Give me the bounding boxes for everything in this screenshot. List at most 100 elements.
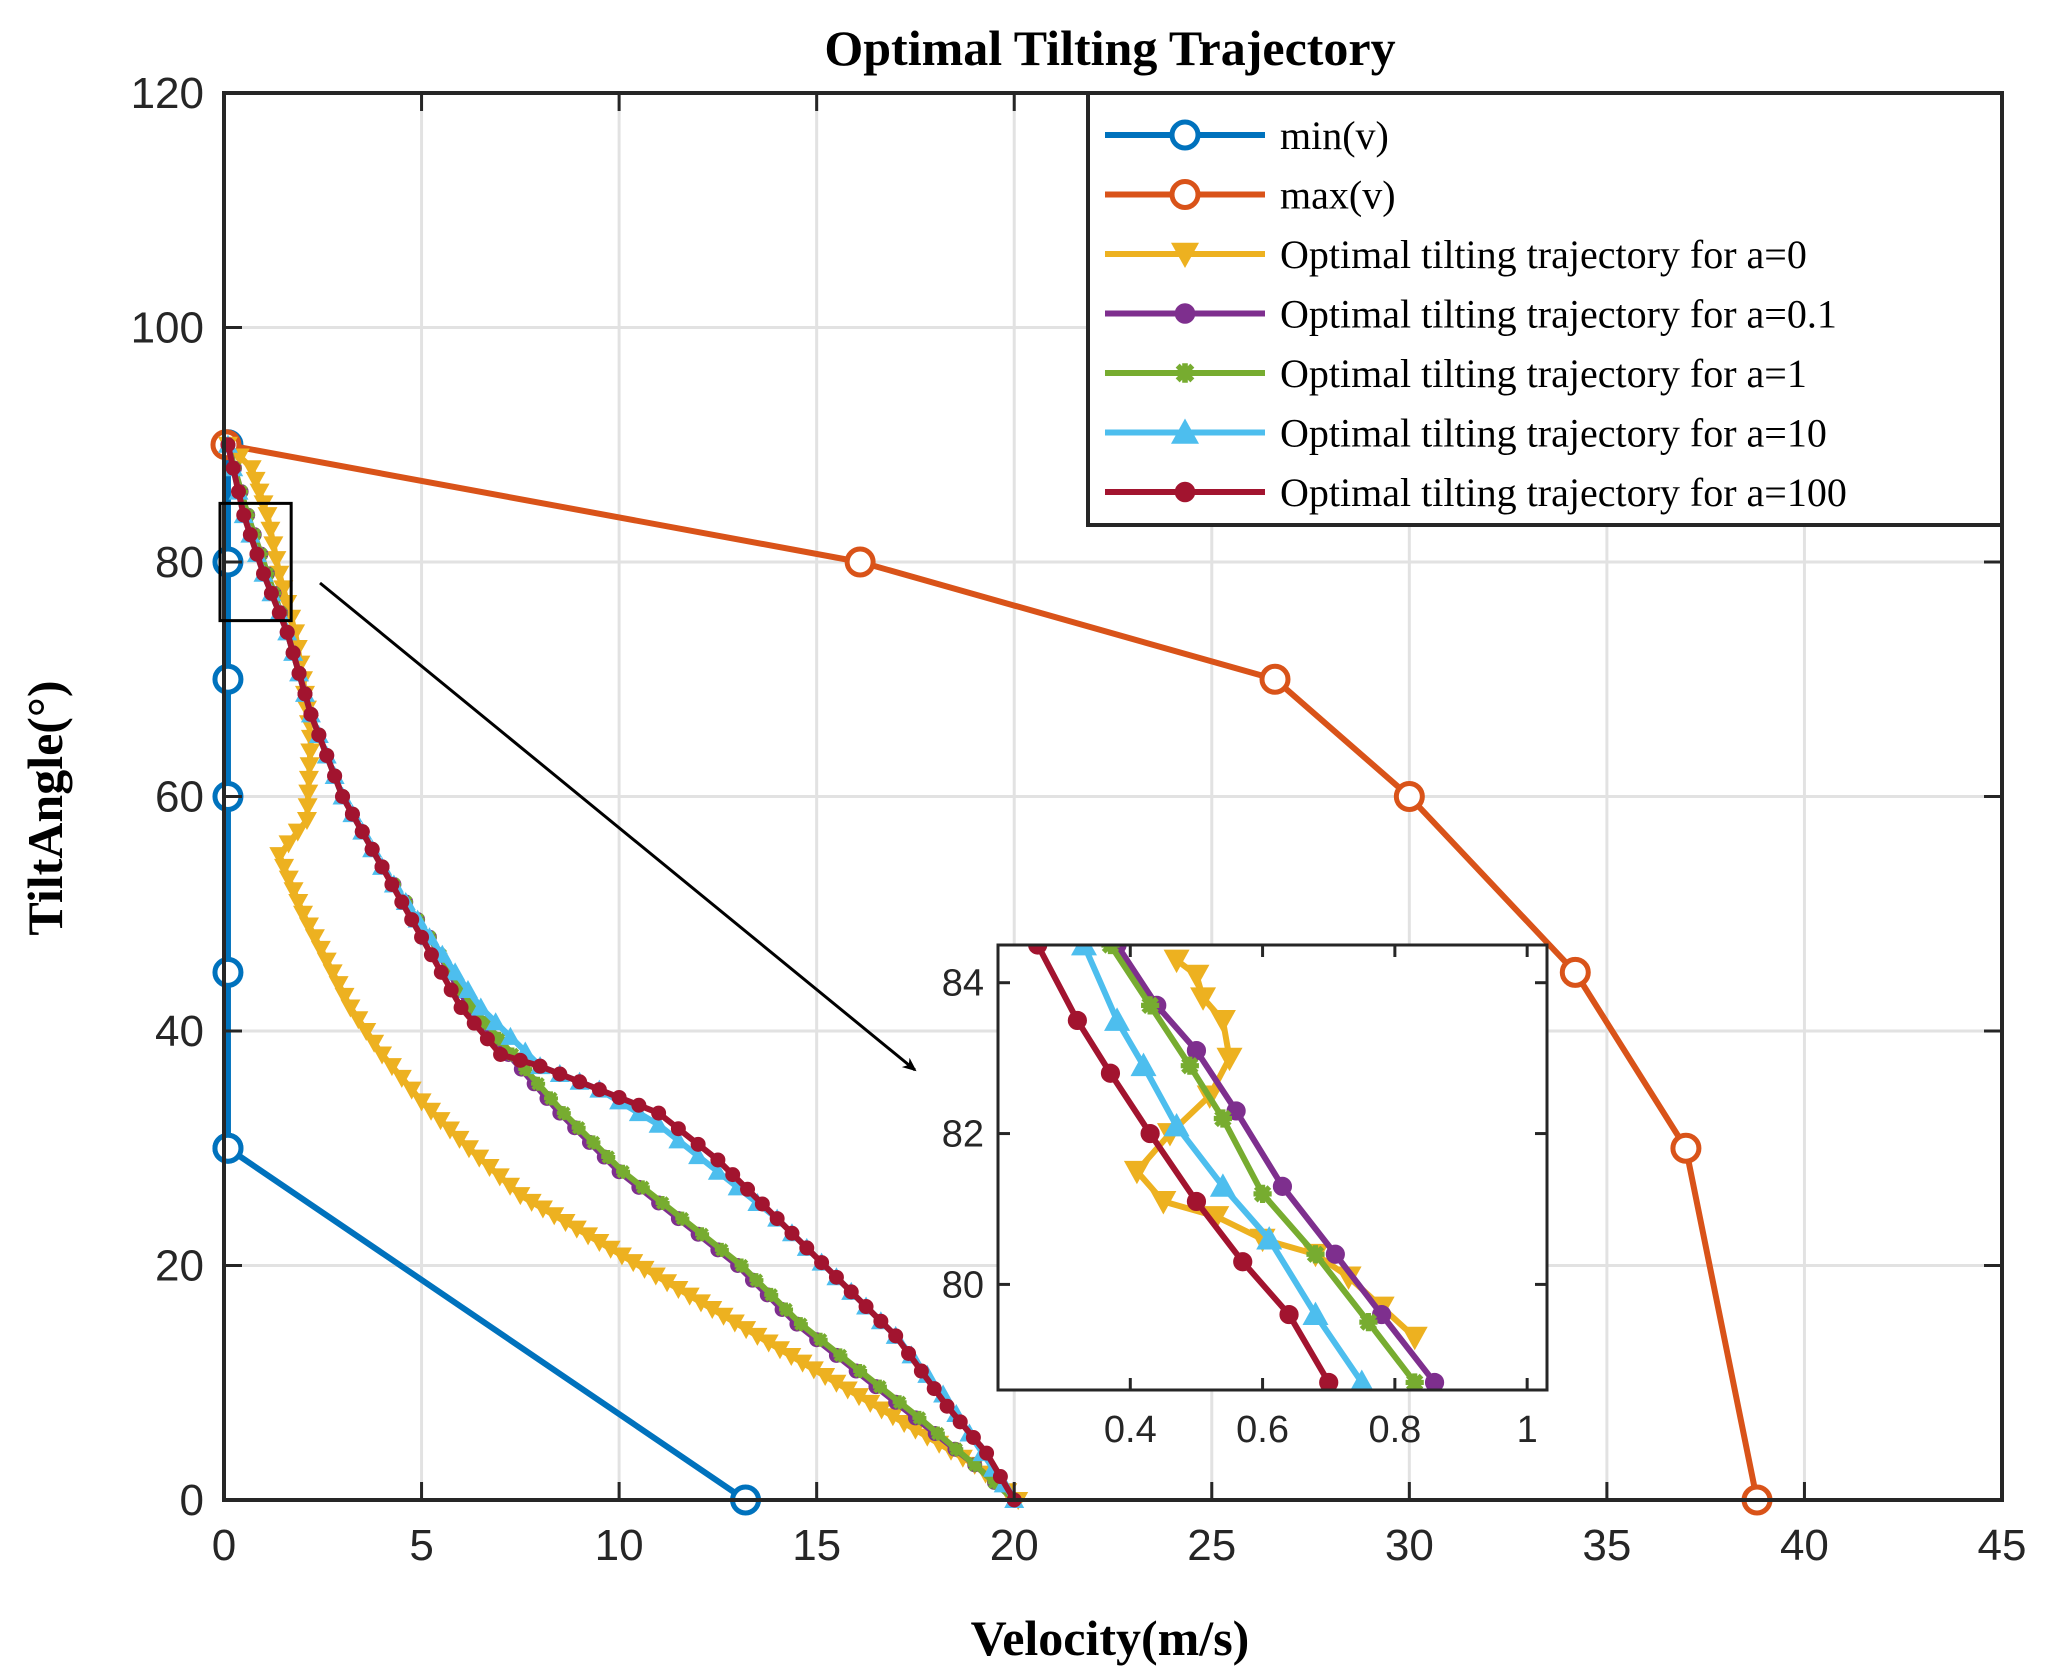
dot-marker xyxy=(591,1082,607,1098)
triangle-down-marker xyxy=(500,1177,521,1196)
triangle-up-marker xyxy=(707,1161,728,1180)
triangle-down-marker xyxy=(724,1314,745,1333)
triangle-down-marker xyxy=(555,1213,576,1232)
dot-marker xyxy=(319,747,335,763)
triangle-down-marker xyxy=(260,521,281,540)
triangle-down-marker xyxy=(702,1301,723,1320)
triangle-down-marker xyxy=(690,1294,711,1313)
star-marker xyxy=(949,1442,964,1457)
triangle-down-marker xyxy=(849,1388,869,1407)
dot-marker xyxy=(1325,1244,1345,1264)
dot-marker xyxy=(828,1269,844,1285)
y-tick-label: 0 xyxy=(180,1476,204,1525)
triangle-down-marker xyxy=(296,811,317,830)
triangle-up-marker xyxy=(1256,1226,1283,1250)
dot-marker xyxy=(979,1445,995,1461)
dot-marker xyxy=(843,1284,859,1300)
series-markers xyxy=(217,436,1029,1510)
legend-entry-min-v: min(v) xyxy=(1105,113,1389,158)
series-markers xyxy=(220,437,1022,1508)
triangle-down-marker xyxy=(792,1354,813,1373)
triangle-down-marker xyxy=(769,1341,790,1360)
triangle-down-marker xyxy=(1401,1326,1428,1351)
triangle-down-marker xyxy=(334,987,355,1006)
legend-entry-optimal-tilting-trajectory-for-a-1: Optimal tilting trajectory for a=1 xyxy=(1105,351,1807,396)
inset-x-tick-label: 0.8 xyxy=(1368,1409,1421,1451)
triangle-up-marker xyxy=(1104,1007,1131,1031)
dot-marker xyxy=(279,624,295,640)
triangle-down-marker xyxy=(440,1121,461,1140)
triangle-down-marker xyxy=(589,1234,610,1253)
triangle-down-marker xyxy=(1216,1047,1243,1072)
triangle-down-marker xyxy=(287,823,308,842)
dot-marker xyxy=(1174,303,1196,324)
circle-marker xyxy=(1169,119,1201,151)
triangle-up-marker xyxy=(1209,1173,1236,1197)
triangle-down-marker xyxy=(566,1220,587,1239)
star-marker xyxy=(1180,1056,1199,1075)
dot-marker xyxy=(443,982,459,998)
legend-entry-optimal-tilting-trajectory-for-a-10: Optimal tilting trajectory for a=10 xyxy=(1105,411,1827,456)
legend-label: Optimal tilting trajectory for a=1 xyxy=(1280,351,1807,396)
inset-series-line xyxy=(1107,945,1418,1386)
dot-marker xyxy=(263,585,279,601)
triangle-down-marker xyxy=(340,999,361,1018)
y-tick-label: 100 xyxy=(131,304,204,353)
x-tick-label: 10 xyxy=(595,1521,644,1570)
dot-marker xyxy=(384,876,400,892)
star-marker xyxy=(492,1031,507,1046)
dot-marker xyxy=(552,1066,568,1082)
dot-marker xyxy=(297,686,313,702)
legend-entry-max-v: max(v) xyxy=(1105,173,1396,218)
triangle-down-marker xyxy=(1123,1160,1150,1185)
inset-y-tick-label: 82 xyxy=(942,1114,984,1156)
triangle-up-marker xyxy=(688,1146,709,1165)
star-marker xyxy=(930,1426,945,1441)
dot-marker xyxy=(926,1381,942,1397)
triangle-down-marker xyxy=(1335,1266,1362,1290)
star-marker xyxy=(543,1091,558,1106)
triangle-down-marker xyxy=(245,471,266,490)
dot-marker xyxy=(1140,1123,1160,1144)
triangle-down-marker xyxy=(391,1069,412,1088)
dot-marker xyxy=(888,1328,904,1344)
triangle-down-marker xyxy=(241,460,262,479)
star-marker xyxy=(455,982,470,997)
triangle-up-marker xyxy=(485,1012,506,1031)
star-marker xyxy=(779,1302,794,1317)
triangle-down-marker xyxy=(283,882,304,901)
triangle-down-marker xyxy=(623,1254,644,1273)
triangle-down-marker xyxy=(826,1374,847,1393)
triangle-up-marker xyxy=(648,1114,669,1133)
dot-marker xyxy=(466,1015,482,1031)
legend-entry-optimal-tilting-trajectory-for-a-100: Optimal tilting trajectory for a=100 xyxy=(1105,470,1847,515)
dot-marker xyxy=(394,894,410,910)
star-marker xyxy=(616,1164,631,1179)
star-marker xyxy=(465,1000,480,1015)
dot-marker xyxy=(965,1429,981,1445)
triangle-down-marker xyxy=(1171,242,1199,268)
inset-x-tick-label: 0.6 xyxy=(1236,1409,1289,1451)
triangle-down-marker xyxy=(1209,1010,1236,1034)
dot-marker xyxy=(690,1136,706,1152)
dot-marker xyxy=(249,546,265,562)
dot-marker xyxy=(913,1363,929,1379)
star-marker xyxy=(987,1475,1002,1490)
dot-marker xyxy=(512,1052,528,1068)
triangle-down-marker xyxy=(458,1140,479,1159)
dot-marker xyxy=(814,1255,830,1271)
x-tick-label: 5 xyxy=(409,1521,433,1570)
triangle-down-marker xyxy=(304,929,325,948)
legend-label: Optimal tilting trajectory for a=0.1 xyxy=(1280,292,1837,337)
dot-marker xyxy=(423,947,439,963)
triangle-down-marker xyxy=(679,1287,700,1306)
star-marker xyxy=(1253,1184,1272,1203)
triangle-down-marker xyxy=(266,551,287,570)
star-marker xyxy=(1175,363,1195,383)
circle-marker xyxy=(212,956,244,988)
inset-x-tick-label: 0.4 xyxy=(1104,1409,1157,1451)
dot-marker xyxy=(479,1031,495,1047)
dot-marker xyxy=(952,1414,968,1430)
triangle-down-marker xyxy=(278,835,299,854)
dot-marker xyxy=(939,1398,955,1414)
